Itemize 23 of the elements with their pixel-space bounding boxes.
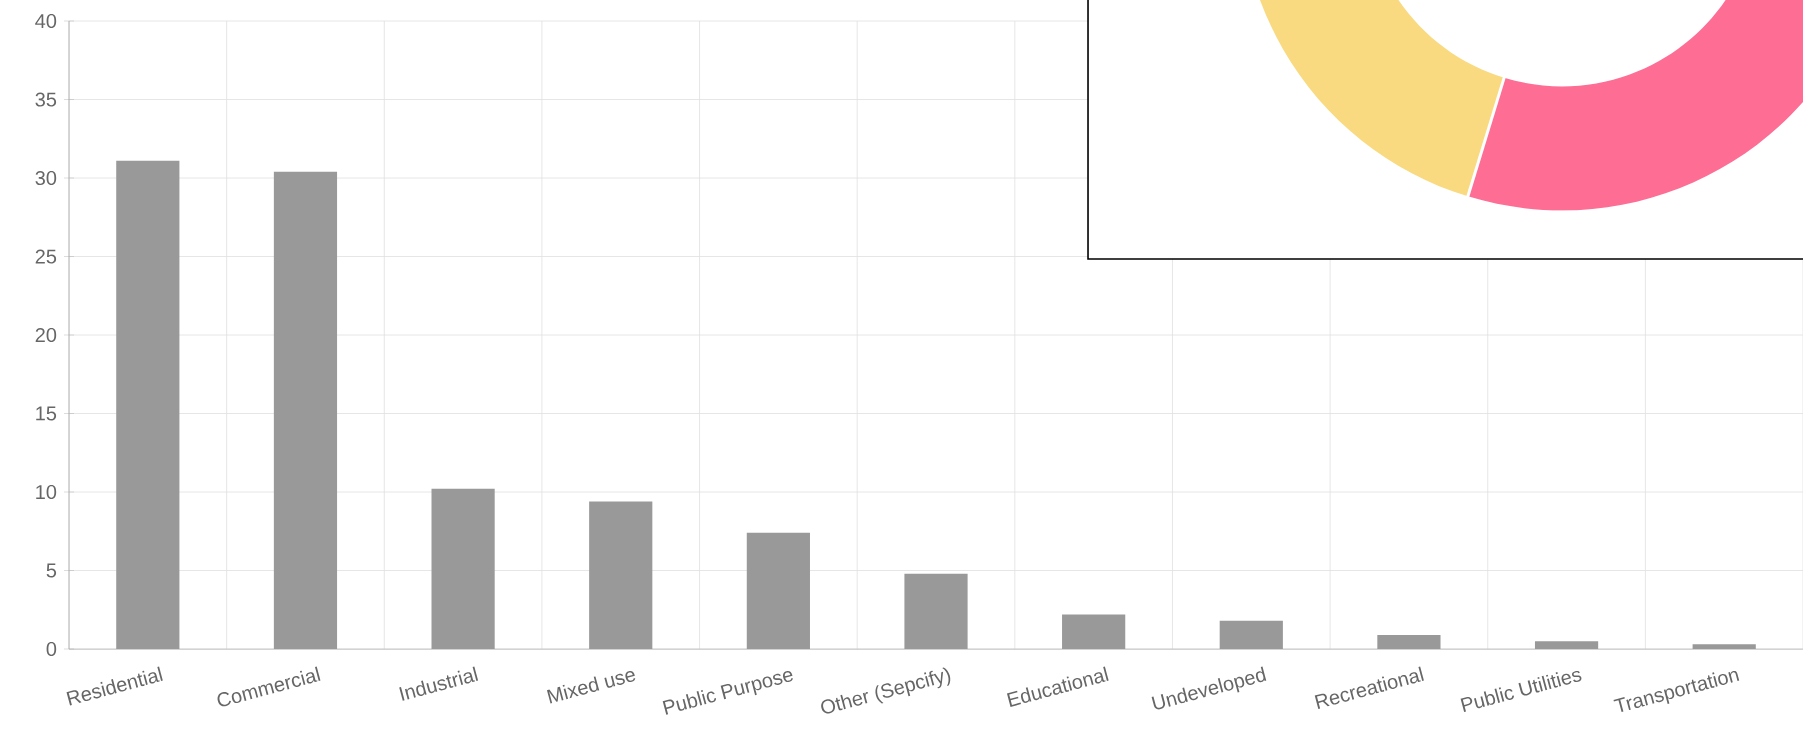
y-tick-label: 30 (35, 170, 57, 186)
bar (116, 160, 180, 650)
bar (273, 171, 338, 650)
bar (1534, 641, 1599, 650)
y-tick-label: 15 (36, 406, 57, 421)
y-tick-label: 40 (35, 13, 57, 29)
bar (1062, 614, 1126, 650)
bar (746, 532, 810, 650)
y-tick-label: 5 (46, 563, 57, 578)
x-tick-label: Public Purpose (662, 671, 793, 715)
bar (904, 573, 968, 650)
bar (1219, 620, 1283, 650)
bar (1377, 634, 1441, 650)
x-tick-label: Public Utilities (1460, 670, 1582, 713)
y-tick-label: 25 (35, 249, 57, 264)
y-tick-label: 0 (46, 641, 57, 657)
x-tick-label: Mixed use (546, 671, 636, 704)
bar (431, 488, 495, 650)
y-tick-label: 35 (35, 92, 57, 107)
bar (589, 501, 653, 650)
y-tick-label: 20 (35, 327, 57, 343)
y-tick-label: 10 (36, 484, 57, 500)
bar (1692, 644, 1756, 650)
